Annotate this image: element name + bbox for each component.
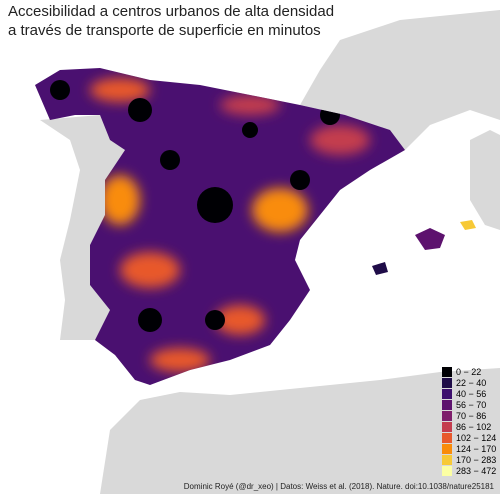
legend-label: 22 − 40 [456, 377, 487, 388]
legend-label: 0 − 22 [456, 366, 482, 377]
legend-item: 0 − 22 [442, 366, 496, 377]
legend-label: 40 − 56 [456, 388, 487, 399]
legend: 0 − 22 22 − 40 40 − 56 56 − 70 70 − 86 86 − 1… [442, 366, 496, 476]
legend-item: 283 − 472 [442, 465, 496, 476]
legend-item: 102 − 124 [442, 432, 496, 443]
legend-swatch [442, 410, 452, 421]
legend-label: 70 − 86 [456, 410, 487, 421]
legend-item: 22 − 40 [442, 377, 496, 388]
africa [100, 368, 500, 494]
legend-swatch [442, 399, 452, 410]
legend-item: 86 − 102 [442, 421, 496, 432]
legend-swatch [442, 465, 452, 476]
title: Accesibilidad a centros urbanos de alta … [8, 2, 334, 40]
legend-swatch [442, 454, 452, 465]
legend-swatch [442, 432, 452, 443]
legend-label: 102 − 124 [456, 432, 497, 443]
legend-label: 283 − 472 [456, 465, 497, 476]
sardinia [470, 130, 500, 230]
legend-swatch [442, 421, 452, 432]
legend-label: 170 − 283 [456, 454, 497, 465]
title-line: Accesibilidad a centros urbanos de alta … [8, 3, 335, 20]
legend-item: 170 − 283 [442, 454, 496, 465]
title-line: a través de transporte de superficie en … [8, 22, 321, 39]
legend-swatch [442, 377, 452, 388]
caption: Dominic Royé (@dr_xeo) | Datos: Weiss et… [183, 482, 494, 491]
legend-label: 124 − 170 [456, 443, 497, 454]
legend-swatch [442, 443, 452, 454]
portugal [40, 115, 125, 340]
legend-label: 86 − 102 [456, 421, 492, 432]
legend-swatch [442, 366, 452, 377]
legend-item: 124 − 170 [442, 443, 496, 454]
legend-item: 40 − 56 [442, 388, 496, 399]
mallorca [415, 228, 445, 250]
legend-label: 56 − 70 [456, 399, 487, 410]
legend-swatch [442, 388, 452, 399]
legend-item: 56 − 70 [442, 399, 496, 410]
menorca [460, 220, 476, 230]
france [300, 10, 500, 150]
legend-item: 70 − 86 [442, 410, 496, 421]
ibiza [372, 262, 388, 275]
